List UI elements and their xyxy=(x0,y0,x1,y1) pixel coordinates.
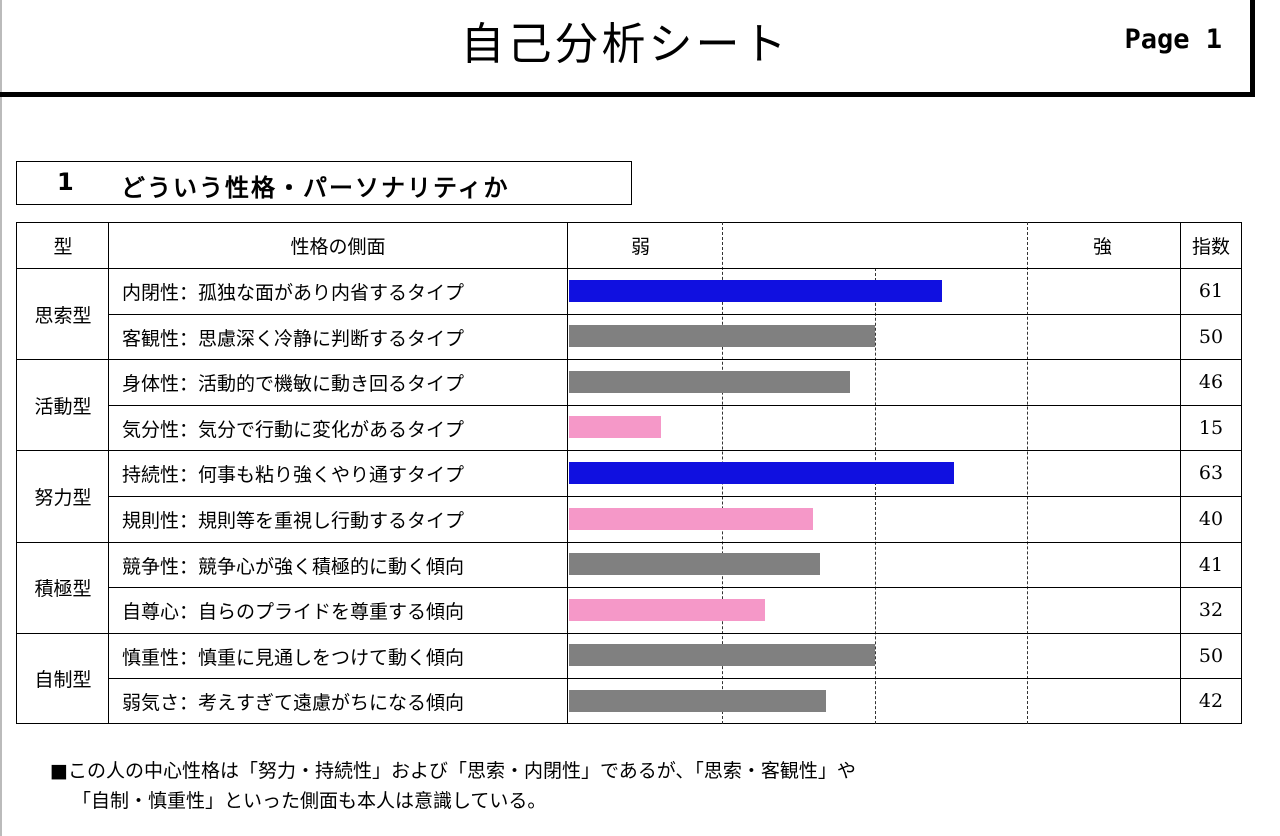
score-value: 50 xyxy=(1198,325,1224,348)
score-value: 32 xyxy=(1198,599,1224,622)
page-title: 自己分析シート xyxy=(460,19,790,70)
group-label: 思索型 xyxy=(34,304,92,327)
aspect-label: 身体性：活動的で機敏に動き回るタイプ xyxy=(122,373,465,396)
col-divider xyxy=(567,222,568,724)
section-heading: 1 どういう性格・パーソナリティか xyxy=(16,161,632,205)
score-value: 46 xyxy=(1198,371,1224,394)
score-bar xyxy=(569,689,826,712)
score-value: 42 xyxy=(1198,690,1224,713)
row-divider xyxy=(108,404,1242,406)
aspect-label: 客観性：思慮深く冷静に判断するタイプ xyxy=(122,327,465,350)
score-value: 15 xyxy=(1198,416,1224,439)
row-divider xyxy=(108,313,1242,315)
row-divider xyxy=(108,587,1242,589)
score-value: 61 xyxy=(1198,280,1224,302)
score-bar xyxy=(569,279,942,302)
group-divider xyxy=(16,541,1242,543)
group-label: 努力型 xyxy=(34,487,92,509)
aspect-label: 弱気さ：考えすぎて遠慮がちになる傾向 xyxy=(122,692,465,715)
score-bar xyxy=(569,416,661,439)
score-value: 41 xyxy=(1198,553,1224,576)
group-label: 活動型 xyxy=(34,395,92,418)
score-bar xyxy=(569,553,820,576)
score-bar xyxy=(569,644,875,667)
group-divider xyxy=(16,359,1242,361)
score-bar xyxy=(569,370,851,393)
header-aspect: 性格の側面 xyxy=(290,236,386,258)
page-number: Page 1 xyxy=(1124,24,1222,55)
aspect-label: 持続性：何事も粘り強くやり通すタイプ xyxy=(122,464,465,487)
col-divider xyxy=(108,222,109,724)
score-value: 50 xyxy=(1198,644,1224,667)
aspect-label: 慎重性：慎重に見通しをつけて動く傾向 xyxy=(122,646,465,669)
score-value: 63 xyxy=(1198,462,1224,485)
header-index: 指数 xyxy=(1191,236,1230,258)
score-value: 40 xyxy=(1198,508,1224,530)
aspect-label: 競争性：競争心が強く積極的に動く傾向 xyxy=(122,555,465,578)
comment-line-2: 「自制・慎重性」といった側面も本人は意識している。 xyxy=(72,790,547,812)
score-bar xyxy=(569,507,814,530)
table-border xyxy=(16,222,1242,724)
reference-line xyxy=(1027,222,1029,724)
header-type: 型 xyxy=(53,236,73,258)
group-divider xyxy=(16,632,1242,634)
aspect-label: 自尊心：自らのプライドを尊重する傾向 xyxy=(122,601,465,624)
aspect-label: 気分性：気分で行動に変化があるタイプ xyxy=(122,418,465,441)
group-divider xyxy=(16,450,1242,452)
group-label: 自制型 xyxy=(34,669,92,692)
group-label: 積極型 xyxy=(34,578,92,601)
score-bar xyxy=(569,461,954,484)
aspect-label: 内閉性：孤独な面があり内省するタイプ xyxy=(122,282,465,304)
row-divider xyxy=(108,496,1242,497)
col-divider xyxy=(1180,222,1181,724)
header-box: 自己分析シート Page 1 xyxy=(0,0,1255,97)
section-number: 1 xyxy=(57,168,74,196)
header-weak: 弱 xyxy=(631,236,651,258)
left-border xyxy=(0,0,2,836)
score-bar xyxy=(569,325,875,348)
comment-line-1: ■この人の中心性格は「努力・持続性」および「思索・内閉性」であるが、「思索・客観… xyxy=(50,760,856,782)
row-divider xyxy=(108,678,1242,680)
header-strong: 強 xyxy=(1093,236,1113,258)
aspect-label: 規則性：規則等を重視し行動するタイプ xyxy=(122,510,465,532)
section-title: どういう性格・パーソナリティか xyxy=(121,174,510,202)
header-divider xyxy=(16,268,1242,269)
score-bar xyxy=(569,598,765,621)
